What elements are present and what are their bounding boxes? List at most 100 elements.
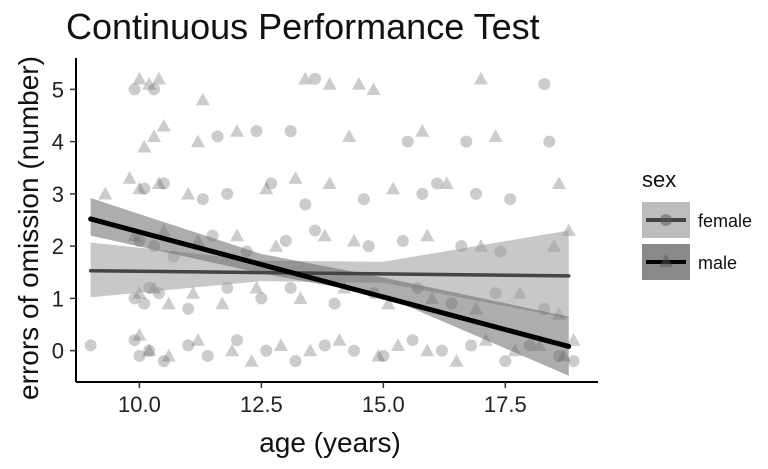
x-tick-label: 15.0	[362, 392, 405, 417]
data-point-male	[449, 354, 464, 367]
y-axis-title: errors of omission (number)	[13, 56, 44, 400]
data-point-female	[196, 193, 209, 206]
data-point-female	[128, 292, 141, 305]
data-point-male	[151, 176, 166, 190]
data-point-male	[317, 228, 332, 242]
data-point-male	[147, 129, 162, 142]
data-point-female	[362, 240, 375, 253]
data-point-female	[460, 135, 473, 148]
data-point-male	[161, 348, 176, 362]
data-point-female	[138, 182, 151, 195]
data-point-female	[148, 83, 161, 96]
legend-title: sex	[642, 167, 676, 192]
data-point-male	[142, 77, 157, 90]
y-tick-label: 5	[52, 77, 64, 102]
fit-line-female	[88, 268, 571, 278]
data-point-female	[182, 302, 195, 315]
data-point-male	[415, 124, 430, 137]
data-point-male	[293, 291, 308, 304]
data-point-female	[265, 177, 278, 190]
data-point-male	[322, 77, 337, 90]
data-point-female	[255, 292, 268, 305]
data-point-male	[142, 343, 157, 357]
data-point-male	[137, 139, 152, 153]
y-tick-label: 2	[52, 234, 64, 259]
data-point-male	[366, 82, 381, 95]
data-point-female	[250, 125, 263, 138]
data-point-female	[567, 355, 580, 368]
confidence-band-male	[90, 198, 569, 376]
data-point-female	[157, 355, 170, 368]
data-point-female	[128, 83, 141, 96]
data-point-female	[377, 349, 390, 362]
data-point-female	[357, 193, 370, 206]
data-point-male	[488, 129, 503, 142]
data-point-female	[260, 344, 273, 357]
data-point-female	[157, 177, 170, 190]
data-point-female	[138, 297, 151, 310]
data-point-female	[221, 187, 234, 200]
data-point-male	[98, 186, 113, 200]
data-point-male	[225, 343, 240, 357]
data-point-male	[332, 333, 347, 346]
data-point-female	[133, 349, 146, 362]
data-point-female	[406, 334, 419, 347]
data-point-female	[499, 355, 512, 368]
y-tick-label: 0	[52, 339, 64, 364]
data-point-female	[328, 297, 341, 310]
data-point-male	[288, 171, 303, 184]
data-point-female	[279, 234, 292, 247]
data-point-male	[215, 296, 230, 310]
data-point-female	[504, 193, 517, 206]
data-point-female	[230, 334, 243, 347]
data-point-female	[309, 72, 322, 85]
data-point-male	[298, 71, 313, 85]
legend-male-marker	[659, 254, 673, 267]
fit-line-male	[88, 216, 572, 349]
data-point-male	[303, 343, 318, 357]
data-point-male	[190, 333, 205, 346]
data-point-female	[401, 135, 414, 148]
legend-label-female: female	[698, 211, 752, 231]
data-point-male	[195, 92, 210, 106]
data-point-male	[551, 176, 566, 190]
data-point-male	[347, 233, 362, 247]
data-point-female	[309, 224, 322, 237]
data-point-male	[186, 286, 201, 299]
data-point-male	[244, 354, 259, 367]
x-tick-label: 17.5	[484, 392, 527, 417]
data-point-male	[273, 338, 288, 352]
data-point-male	[420, 343, 435, 357]
legend-label-male: male	[698, 253, 737, 273]
data-point-female	[221, 281, 234, 294]
data-point-female	[201, 349, 214, 362]
data-point-female	[289, 355, 302, 368]
y-tick-label: 4	[52, 130, 64, 155]
data-point-male	[342, 129, 357, 142]
data-point-male	[371, 348, 386, 362]
data-point-female	[143, 344, 156, 357]
data-point-female	[543, 135, 556, 148]
data-point-female	[396, 234, 409, 247]
data-point-female	[284, 281, 297, 294]
data-point-female	[84, 339, 97, 352]
data-point-male	[151, 71, 166, 85]
data-point-male	[269, 239, 284, 252]
data-point-male	[386, 181, 401, 195]
data-point-male	[439, 176, 454, 190]
x-tick-label: 12.5	[240, 392, 283, 417]
data-point-male	[132, 327, 147, 341]
data-point-male	[420, 228, 435, 242]
data-point-male	[390, 338, 405, 352]
data-point-female	[470, 187, 483, 200]
x-tick-label: 10.0	[118, 392, 161, 417]
data-point-male	[473, 71, 488, 85]
data-point-male	[229, 228, 244, 242]
data-point-male	[156, 118, 171, 132]
data-point-female	[431, 177, 444, 190]
data-point-female	[435, 344, 448, 357]
data-point-male	[190, 134, 205, 148]
x-axis-title: age (years)	[259, 427, 401, 458]
data-point-male	[122, 171, 137, 184]
